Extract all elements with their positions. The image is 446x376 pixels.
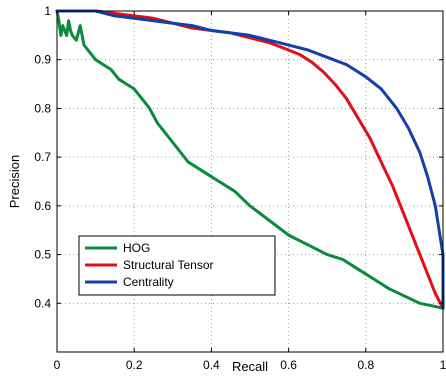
legend-label-structural-tensor: Structural Tensor (123, 258, 214, 272)
y-tick-label: 0.8 (34, 101, 51, 115)
x-tick-label: 0.4 (203, 358, 220, 372)
series-line-centrality (55, 9, 445, 310)
series-line-hog (55, 9, 445, 310)
x-tick-label: 0.2 (126, 358, 143, 372)
y-tick-label: 0.6 (34, 199, 51, 213)
plot-frame (56, 10, 444, 353)
y-tick-label: 0.5 (34, 248, 51, 262)
series-layer (55, 9, 445, 310)
legend: HOG Structural Tensor Centrality (78, 235, 276, 296)
y-tick-label: 0.7 (34, 150, 51, 164)
x-tick-label: 0 (54, 358, 61, 372)
x-tick-label: 0.6 (280, 358, 297, 372)
y-tick-label: 0.4 (34, 296, 51, 310)
y-tick-label: 0.9 (34, 53, 51, 67)
y-axis-label: Precision (7, 155, 22, 208)
x-tick-label: 0.8 (357, 358, 374, 372)
x-axis-label: Recall (232, 359, 268, 374)
legend-label-hog: HOG (123, 241, 150, 255)
x-tick-label: 1 (440, 358, 446, 372)
legend-label-centrality: Centrality (123, 275, 174, 289)
y-tick-label: 1 (44, 4, 51, 18)
axis-ticks: 0 0.2 0.4 0.6 0.8 1 0.4 0.5 0.6 0.7 0.8 0.9 1 (34, 4, 446, 372)
series-line-structural-tensor (55, 9, 445, 310)
